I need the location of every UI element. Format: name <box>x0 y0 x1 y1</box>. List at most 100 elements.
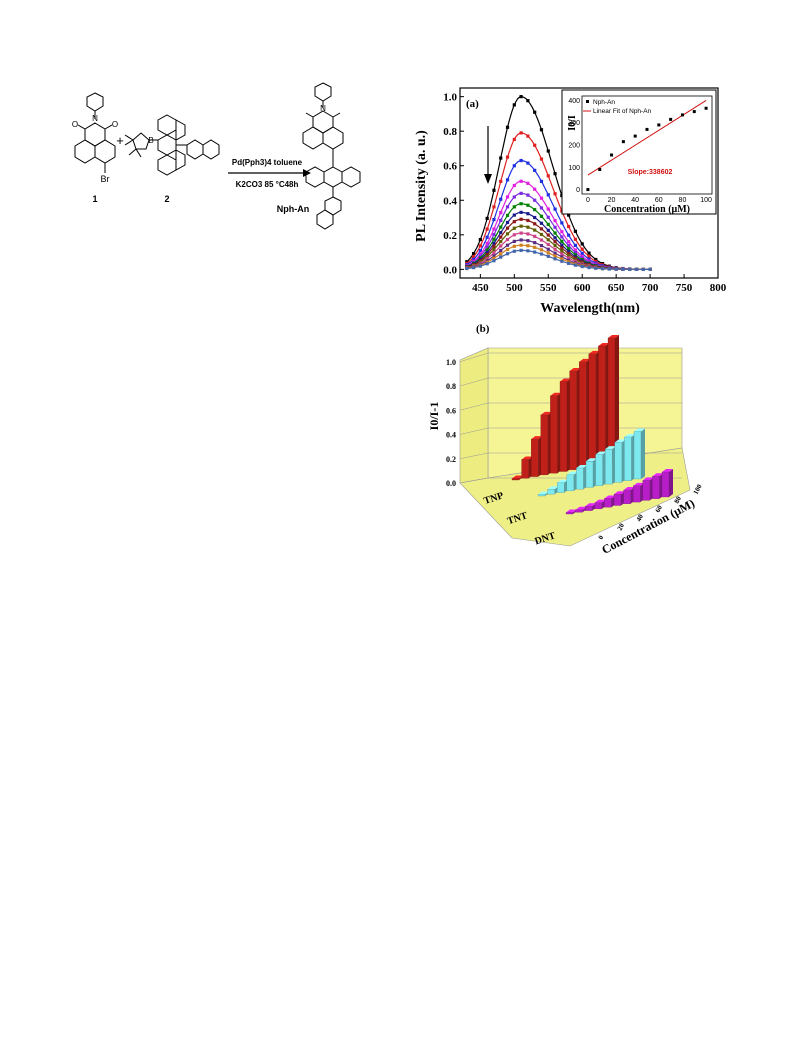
bar-top <box>623 487 635 491</box>
spectrum-point <box>526 203 530 207</box>
spectrum-point <box>512 205 516 209</box>
y-tick-label: 0.4 <box>443 195 457 207</box>
product-atom-n-label: N <box>320 104 326 113</box>
bar <box>575 509 583 513</box>
spectrum-point <box>533 208 537 212</box>
z-tick-label: 0.4 <box>446 431 456 440</box>
bar-top <box>598 342 610 346</box>
spectrum-point <box>499 210 503 215</box>
bar-top <box>586 458 597 462</box>
side-wall-gridline <box>459 352 489 362</box>
inset-y-tick-label: 100 <box>568 165 580 172</box>
spectrum-point <box>533 187 537 191</box>
bar <box>642 480 650 501</box>
inset-y-ticks: 0 100 200 300 400 <box>568 98 580 194</box>
spectrum-point <box>573 237 578 241</box>
inset-data-point <box>645 127 649 131</box>
bar-top <box>634 428 645 432</box>
spectrum-point <box>546 254 550 258</box>
bar <box>566 474 574 492</box>
reactant-1-structure <box>74 92 116 173</box>
spectrum-point <box>492 247 496 252</box>
spectrum-point <box>553 192 557 196</box>
spectrum-point <box>533 250 537 254</box>
z-tick-label: 1.0 <box>446 358 456 367</box>
spectrum-point <box>505 252 510 256</box>
spectrum-point <box>512 220 516 224</box>
spectrum-point <box>546 251 550 255</box>
spectrum-point <box>512 226 516 230</box>
y-tick-label: 0.8 <box>443 126 457 138</box>
bar-top <box>550 392 562 396</box>
bar <box>633 485 641 503</box>
bar <box>550 395 558 474</box>
spectrum-point <box>539 196 544 200</box>
spectrum-point <box>587 251 591 255</box>
spectrum-point <box>539 252 544 256</box>
spectrum-point <box>478 264 482 268</box>
bar-top <box>560 378 571 382</box>
bar-top <box>585 503 597 507</box>
slope-annotation: Slope:338602 <box>628 169 673 176</box>
concentration-tick-label: 60 <box>654 504 665 514</box>
spectrum-point <box>478 249 482 253</box>
inset-x-tick-label: 80 <box>679 197 687 204</box>
spectrum-point <box>471 255 476 259</box>
bar-top <box>575 506 587 510</box>
spectrum-point <box>519 210 523 214</box>
concentration-tick-label: 0 <box>597 534 606 541</box>
spectrum-point <box>580 264 584 269</box>
inset-x-tick-label: 60 <box>655 197 663 204</box>
plus-sign: + <box>116 133 124 148</box>
atom-o-label-right: O <box>112 120 118 129</box>
bar-top <box>512 475 523 479</box>
bar-top <box>521 456 533 460</box>
spectrum-point <box>567 243 571 248</box>
spectrum-point <box>485 248 489 252</box>
inset-points <box>586 106 708 192</box>
spectrum-point <box>526 161 530 165</box>
bar-top <box>604 495 616 499</box>
spectrum-point <box>546 149 550 153</box>
inset-data-point <box>704 106 708 110</box>
spectrum-point <box>519 158 523 163</box>
spectrum-point <box>539 248 544 252</box>
bar-top <box>605 446 617 450</box>
spectrum-point <box>492 241 496 245</box>
spectrum-point <box>471 251 476 256</box>
inset-frame <box>581 95 713 195</box>
spectrum-point <box>580 251 584 255</box>
inset-x-tick-label: 100 <box>700 197 712 204</box>
spectrum-point <box>519 248 523 252</box>
inset-y-tick-label: 300 <box>568 120 580 127</box>
x-axis-ticks: 450 500 550 600 650 700 750 800 <box>472 274 727 294</box>
spectrum-point <box>512 103 516 107</box>
spectra-curves <box>465 95 652 271</box>
spectrum-point <box>519 191 523 195</box>
spectrum-point <box>499 156 503 160</box>
spectrum-point <box>505 243 510 247</box>
spectrum-point <box>560 243 564 247</box>
inset-data-point <box>669 117 673 121</box>
spectrum-point <box>539 179 544 183</box>
bar <box>624 436 632 481</box>
bar <box>540 414 548 476</box>
inset-chart: 0 20 40 60 80 100 0 100 200 300 400 Nph-An Linear… <box>561 89 717 215</box>
spectrum-point <box>567 258 571 262</box>
spectrum-point <box>526 225 530 229</box>
spectrum-point <box>567 240 571 244</box>
quench-arrow <box>484 126 492 184</box>
compound-1-label: 1 <box>92 194 97 204</box>
z-tick-label: 0.0 <box>446 479 456 488</box>
reagents-line-2: K2CO3 85 °C48h <box>236 180 299 189</box>
z-tick-label: 0.6 <box>446 406 456 415</box>
inset-data-point <box>692 110 696 114</box>
spectrum-point <box>478 254 482 258</box>
x-tick-label: 550 <box>540 282 557 294</box>
product-label: Nph-An <box>277 204 310 214</box>
spectrum-point <box>560 257 564 261</box>
spectrum-point <box>526 218 530 223</box>
spectrum-point <box>546 174 550 178</box>
spectrum-point <box>560 221 564 225</box>
spectrum-point <box>492 254 496 258</box>
